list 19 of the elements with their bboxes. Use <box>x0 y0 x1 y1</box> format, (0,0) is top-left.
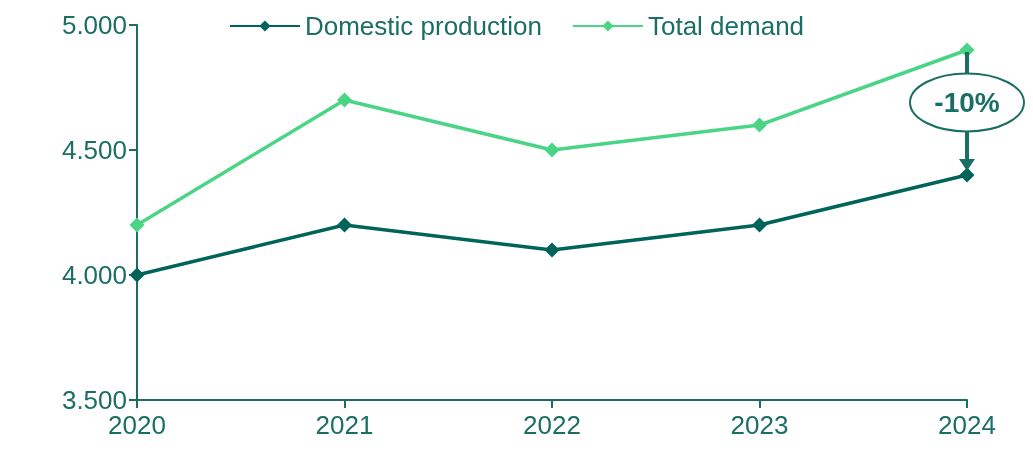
point <box>129 267 145 283</box>
x-tick-label: 2024 <box>938 410 996 440</box>
point <box>337 92 352 108</box>
legend-label: Total demand <box>647 11 805 41</box>
y-tick-label: 4.000 <box>61 260 127 290</box>
legend-label: Domestic production <box>304 11 542 41</box>
point <box>752 117 767 133</box>
point <box>544 142 560 158</box>
point <box>752 217 767 233</box>
annotation: -10% <box>934 87 1000 118</box>
x-tick-label: 2021 <box>315 410 374 440</box>
x-tick-label: 2022 <box>523 410 581 440</box>
point <box>544 242 560 258</box>
y-tick-label: 5.000 <box>61 10 127 40</box>
x-tick-label: 2023 <box>730 410 789 440</box>
y-tick-label: 4.500 <box>61 135 127 165</box>
point <box>337 217 352 233</box>
point <box>129 217 145 233</box>
point <box>959 167 975 183</box>
